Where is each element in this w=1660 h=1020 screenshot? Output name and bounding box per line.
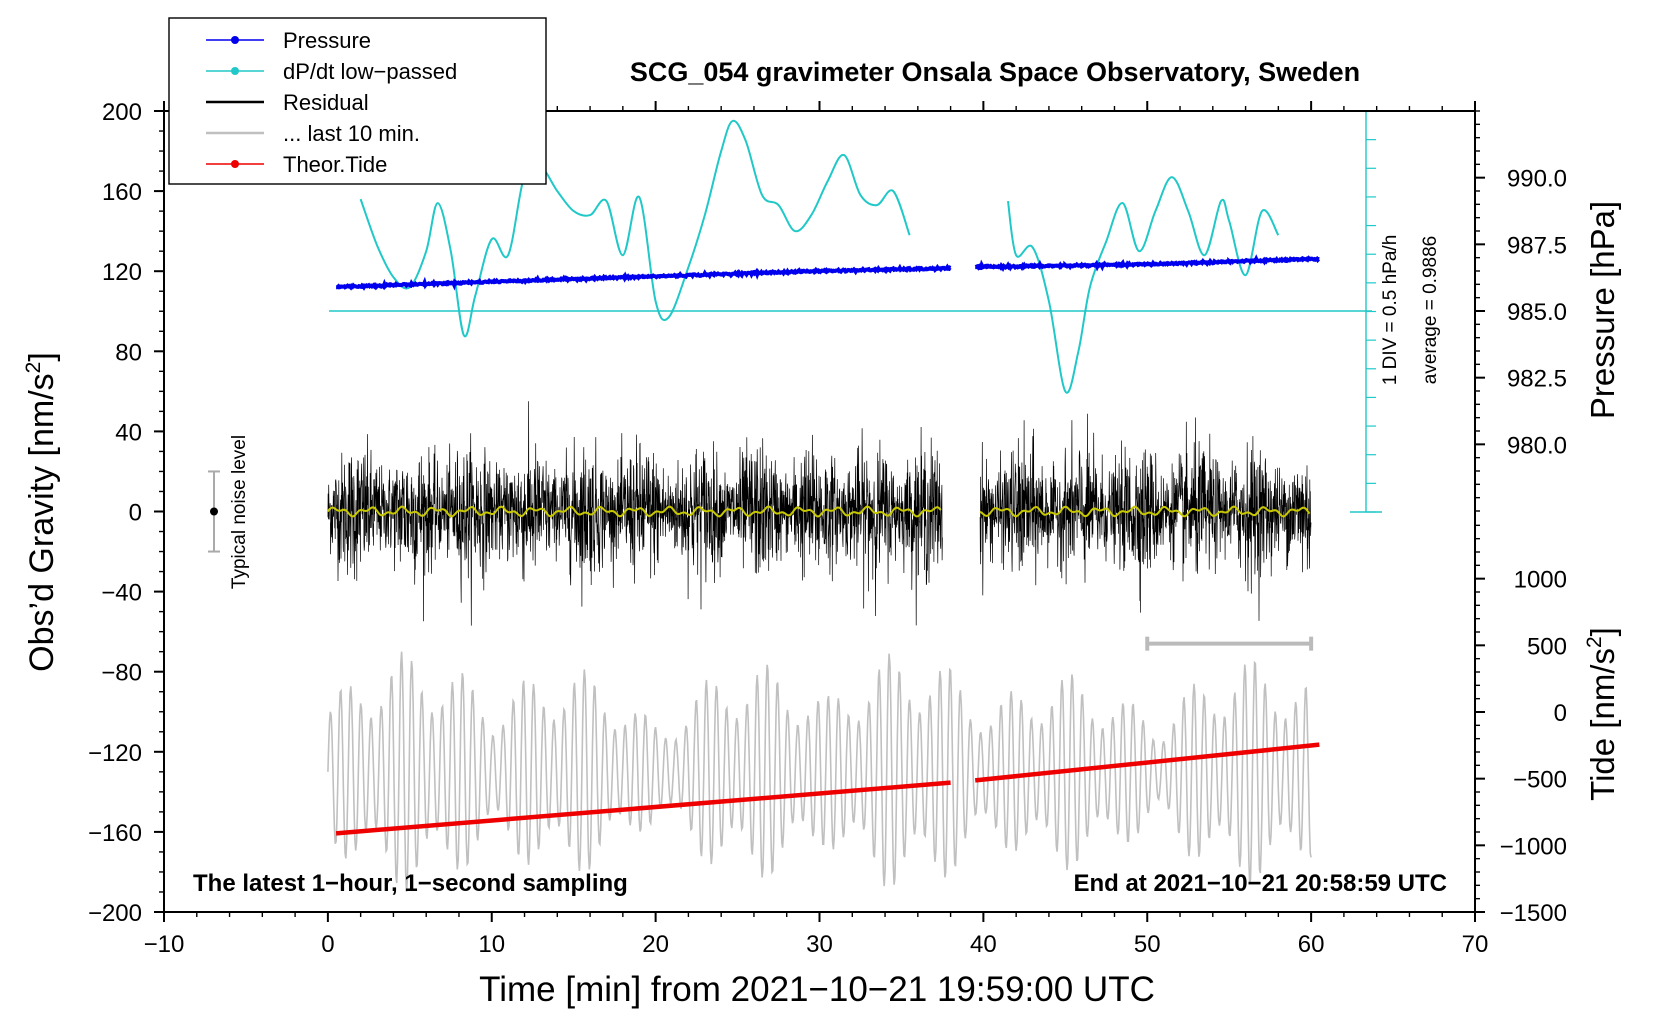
x-tick-label: 70: [1462, 931, 1489, 958]
tide-tick-label: −1000: [1500, 833, 1567, 860]
y-axis-label-left: Obs’d Gravity [nm/s2]: [22, 352, 61, 672]
y-axis-label-left-sup: 2: [22, 362, 45, 374]
y-axis-label-tide-main: Tide [nm/s: [1584, 648, 1621, 801]
x-tick-label: 0: [321, 931, 334, 958]
bottom-left-note: The latest 1−hour, 1−second sampling: [193, 870, 628, 897]
theor-tide-series: [335, 742, 1320, 836]
pressure-tick-label: 990.0: [1507, 166, 1567, 193]
bottom-right-note: End at 2021−10−21 20:58:59 UTC: [1073, 870, 1447, 897]
pressure-tick-label: 982.5: [1507, 366, 1567, 393]
legend-swatch-marker: [231, 67, 239, 75]
x-axis-label: Time [min] from 2021−10−21 19:59:00 UTC: [479, 970, 1155, 1009]
y-tick-label: 200: [102, 99, 142, 126]
y-tick-label: 40: [115, 419, 142, 446]
pressure-tick-label: 980.0: [1507, 432, 1567, 459]
residual-line-0: [327, 401, 943, 626]
legend-label: Theor.Tide: [283, 152, 387, 177]
tide-tick-label: −500: [1513, 767, 1567, 794]
annotations: [208, 110, 1382, 651]
residual-smoothed-line-0: [327, 505, 942, 518]
tide-tick-label: 1000: [1514, 567, 1567, 594]
y-axis-label-left-main: Obs’d Gravity [nm/s: [23, 373, 61, 672]
legend-swatch-marker: [231, 36, 239, 44]
residual-line-1: [979, 413, 1312, 621]
x-tick-label: −10: [144, 931, 185, 958]
tide-tick-label: −1500: [1500, 900, 1567, 927]
pressure-series: [336, 254, 1320, 291]
residual-series: [327, 401, 1312, 626]
legend-label: ... last 10 min.: [283, 121, 420, 146]
chart-title: SCG_054 gravimeter Onsala Space Observat…: [630, 57, 1360, 87]
y-tick-label: −40: [101, 580, 142, 607]
noise-bar-dot: [210, 507, 218, 516]
legend-label: dP/dt low−passed: [283, 59, 457, 84]
dpdt-line-1: [1007, 176, 1280, 394]
x-tick-label: 30: [806, 931, 833, 958]
y-tick-label: −160: [88, 820, 142, 847]
legend-swatch-marker: [231, 160, 239, 168]
theor-tide-line-0: [335, 780, 951, 836]
y-axis-label-tide-end: ]: [1584, 627, 1621, 636]
legend: Pressure dP/dt low−passed Residual ... last…: [168, 17, 547, 185]
x-tick-label: 40: [970, 931, 997, 958]
y-tick-label: −200: [88, 900, 142, 927]
x-tick-label: 60: [1298, 931, 1325, 958]
y-tick-label: 0: [129, 500, 142, 527]
noise-label: Typical noise level: [229, 435, 250, 589]
pressure-line-1: [974, 254, 1320, 273]
y-axis-label-tide: Tide [nm/s2]: [1583, 627, 1621, 801]
x-tick-label: 20: [642, 931, 669, 958]
x-tick-label: 10: [478, 931, 505, 958]
y-tick-label: −120: [88, 740, 142, 767]
y-tick-label: 80: [115, 339, 142, 366]
tide-tick-label: 500: [1527, 633, 1567, 660]
div-label: 1 DIV = 0.5 hPa/h: [1380, 235, 1401, 386]
dpdt-line-0: [359, 119, 911, 338]
pressure-tick-label: 985.0: [1507, 299, 1567, 326]
residual-smoothed-line-1: [979, 505, 1311, 518]
axes: −10 0 10 20 30 40 50 60 70 200 160 120 80 40 0 −40 −80 −1…: [88, 99, 1567, 958]
y-axis-label-left-end: ]: [23, 352, 61, 361]
x-tick-label: 50: [1134, 931, 1161, 958]
y-axis-label-pressure: Pressure [hPa]: [1584, 201, 1621, 419]
pressure-line-0: [336, 263, 952, 291]
tide-tick-label: 0: [1554, 700, 1567, 727]
residual-smoothed-series: [327, 505, 1311, 518]
dpdt-series: [359, 119, 1280, 394]
y-tick-label: 120: [102, 259, 142, 286]
last-10-min-series: [327, 651, 1312, 892]
y-tick-label: 160: [102, 179, 142, 206]
pressure-tick-label: 987.5: [1507, 232, 1567, 259]
y-tick-label: −80: [101, 660, 142, 687]
y-axis-label-tide-sup: 2: [1583, 636, 1606, 648]
average-label: average = 0.9886: [1420, 236, 1441, 384]
theor-tide-line-1: [974, 742, 1320, 783]
legend-label: Residual: [283, 90, 369, 115]
legend-label: Pressure: [283, 28, 371, 53]
last-10-min-line: [327, 651, 1312, 892]
